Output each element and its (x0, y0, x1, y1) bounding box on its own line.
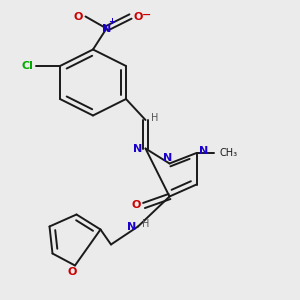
Text: N: N (102, 23, 111, 34)
Text: O: O (132, 200, 141, 211)
Text: Cl: Cl (21, 61, 33, 71)
Text: O: O (133, 11, 143, 22)
Text: O: O (73, 11, 83, 22)
Text: H: H (151, 112, 158, 123)
Text: N: N (127, 221, 136, 232)
Text: −: − (141, 10, 151, 20)
Text: H: H (142, 219, 149, 229)
Text: O: O (67, 267, 77, 277)
Text: CH₃: CH₃ (219, 148, 237, 158)
Text: N: N (164, 153, 172, 163)
Text: N: N (134, 143, 142, 154)
Text: N: N (200, 146, 208, 156)
Text: +: + (108, 17, 116, 26)
